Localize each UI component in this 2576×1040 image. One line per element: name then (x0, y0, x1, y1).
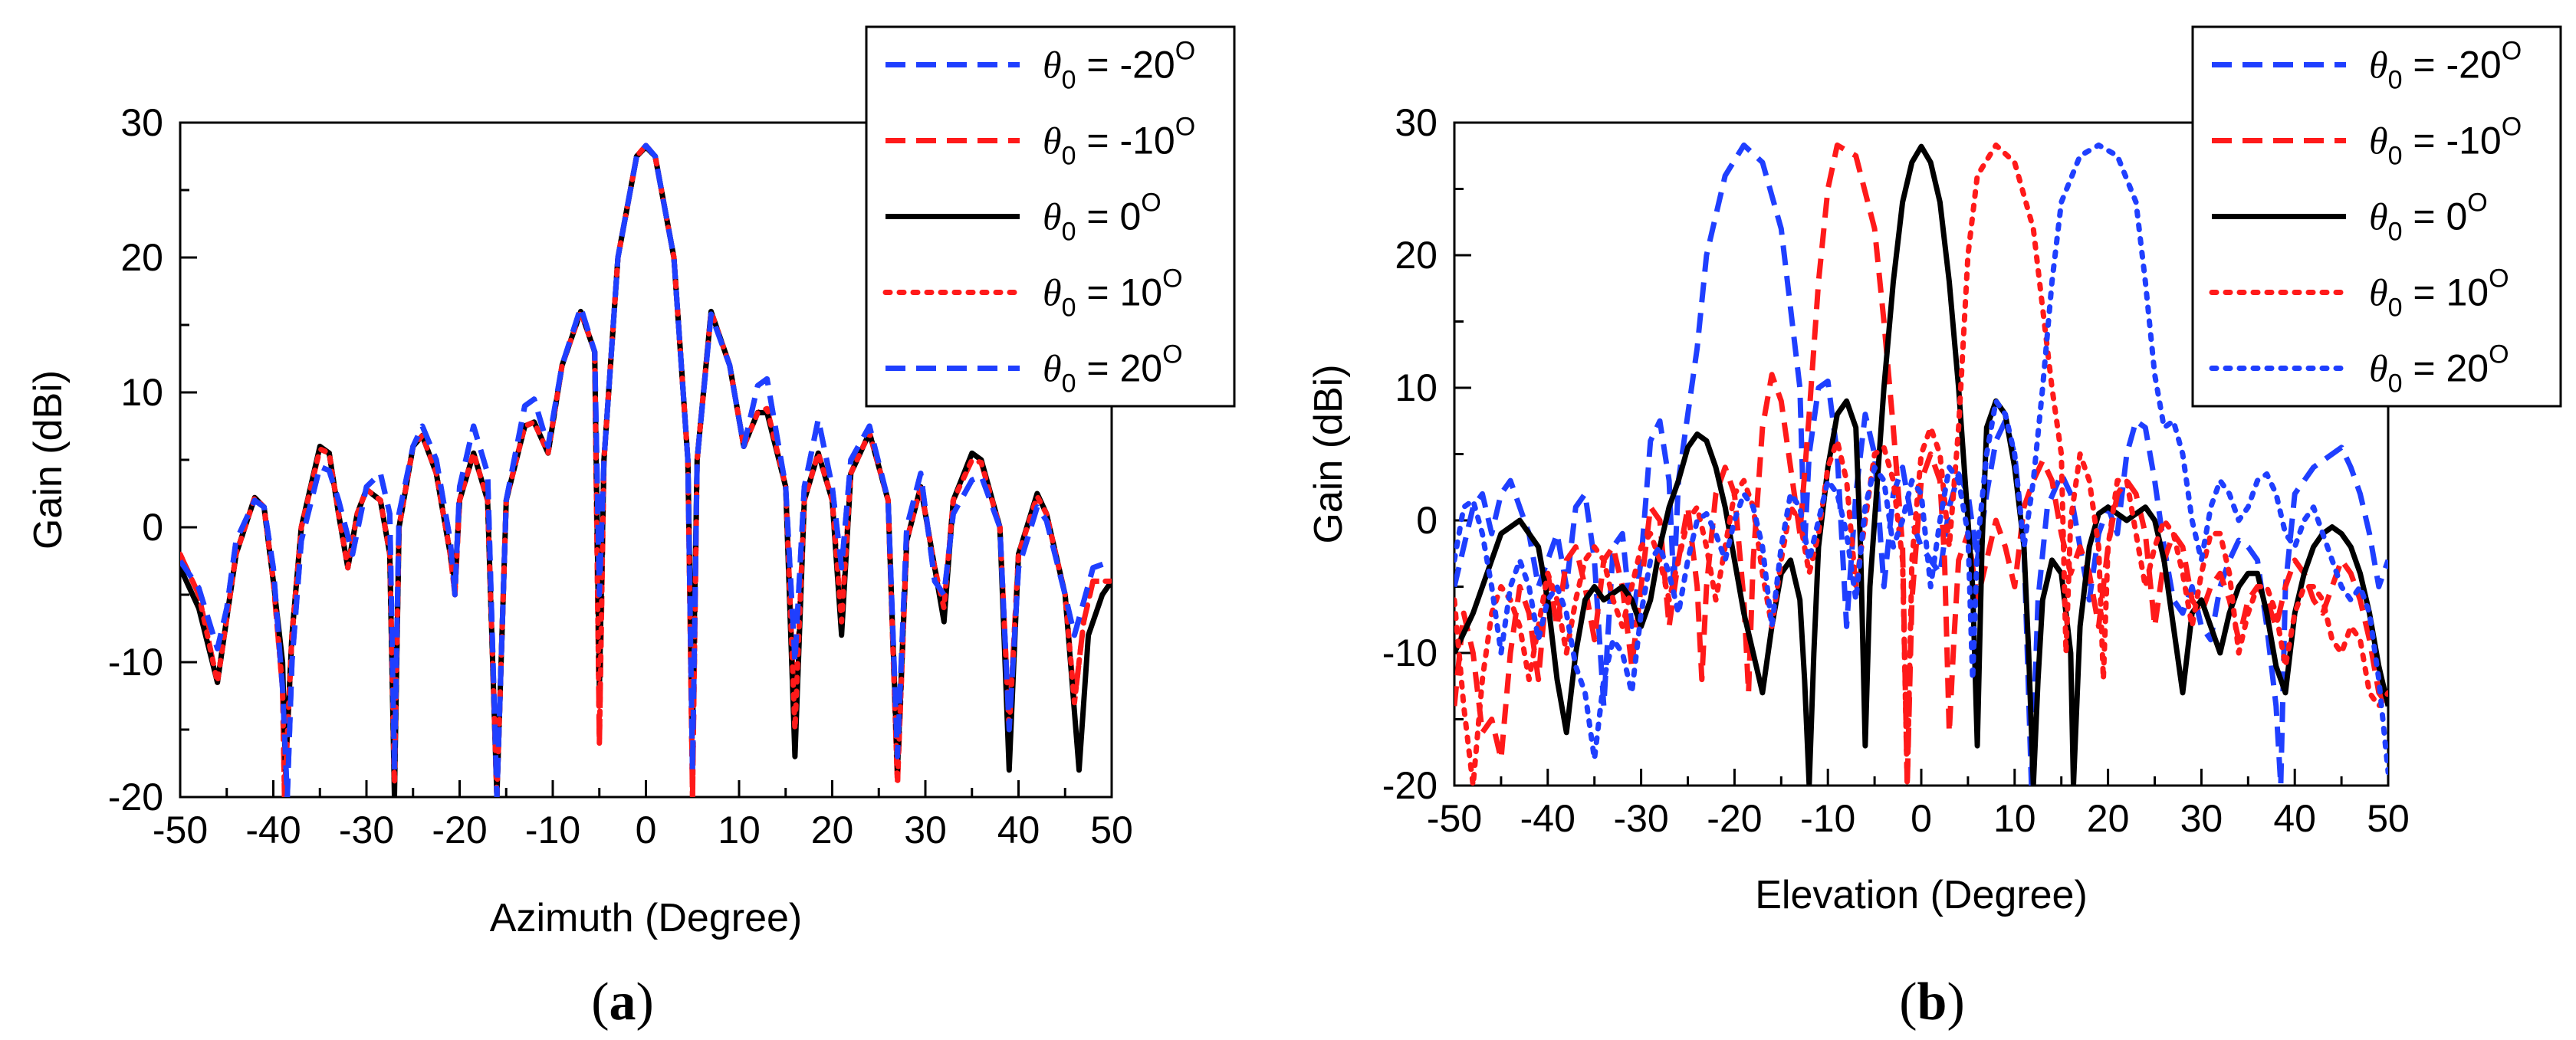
x-tick-label: -20 (432, 809, 487, 851)
legend: θ0 = -20O θ0 = -10O θ0 = 0O θ0 = 10O θ0 = 20… (2191, 25, 2562, 408)
series-line-3 (1454, 142, 2388, 786)
x-tick-label: 40 (2273, 797, 2316, 840)
legend-label-2: θ0 = 0O (1043, 189, 1162, 247)
legend-label-4: θ0 = 20O (2369, 340, 2509, 399)
x-tick-label: 40 (997, 809, 1040, 851)
x-tick-label: 30 (904, 809, 947, 851)
x-tick-label: 20 (2087, 797, 2130, 840)
series-line-4 (1454, 142, 2388, 776)
legend-label-4: θ0 = 20O (1043, 340, 1183, 399)
x-tick-label: 30 (2180, 797, 2223, 840)
y-tick-label: 20 (120, 236, 163, 279)
panel-a-chart: -50 -40 -30 -20 -10 0 10 20 30 40 50 -20 -10 0 10 20 30 A… (26, 25, 1236, 1032)
y-tick-label: -10 (108, 641, 163, 684)
x-tick-label: -50 (1427, 797, 1482, 840)
x-tick-label: -20 (1707, 797, 1762, 840)
y-tick-label: -20 (1382, 764, 1438, 807)
series-line-2 (1454, 143, 2388, 786)
x-axis-title: Elevation (Degree) (1755, 873, 2088, 917)
y-tick-label: 30 (120, 101, 163, 144)
x-tick-label: 50 (2367, 797, 2410, 840)
x-tick-label: -50 (153, 809, 208, 851)
legend-label-3: θ0 = 10O (1043, 264, 1183, 323)
x-tick-label: -30 (1613, 797, 1668, 840)
y-tick-label: -20 (108, 776, 163, 819)
y-tick-label: 10 (120, 371, 163, 414)
panel-caption: (a) (591, 973, 654, 1032)
x-tick-label: 10 (718, 809, 761, 851)
legend-label-3: θ0 = 10O (2369, 264, 2509, 323)
legend-label-0: θ0 = -20O (1043, 37, 1195, 95)
y-tick-label: 10 (1395, 366, 1438, 409)
x-tick-label: -10 (525, 809, 580, 851)
legend-label-0: θ0 = -20O (2369, 37, 2522, 95)
panel-caption: (b) (1899, 973, 1965, 1032)
legend-label-1: θ0 = -10O (1043, 113, 1195, 171)
y-axis-title: Gain (dBi) (1306, 364, 1351, 543)
legend-label-2: θ0 = 0O (2369, 189, 2488, 247)
x-axis-title: Azimuth (Degree) (490, 896, 802, 940)
y-tick-label: -10 (1382, 632, 1438, 674)
y-tick-label: 0 (142, 506, 163, 549)
x-tick-label: -40 (1520, 797, 1576, 840)
y-axis-title: Gain (dBi) (26, 370, 71, 550)
x-tick-label: 0 (1911, 797, 1932, 840)
legend-label-1: θ0 = -10O (2369, 113, 2522, 171)
y-tick-label: 30 (1395, 101, 1438, 144)
y-tick-label: 20 (1395, 234, 1438, 277)
x-tick-label: 20 (811, 809, 854, 851)
series-line-0 (1454, 142, 2388, 786)
panel-b-chart: -50 -40 -30 -20 -10 0 10 20 30 40 50 -20 -10 0 10 20 30 E… (1306, 25, 2562, 1032)
legend: θ0 = -20O θ0 = -10O θ0 = 0O θ0 = 10O θ0 = 20… (865, 25, 1236, 408)
x-tick-label: 50 (1090, 809, 1133, 851)
y-tick-label: 0 (1416, 499, 1438, 542)
x-tick-label: -30 (339, 809, 394, 851)
x-tick-label: 10 (1993, 797, 2036, 840)
x-tick-label: 0 (636, 809, 657, 851)
series-line-4 (180, 143, 1112, 797)
x-tick-label: -10 (1800, 797, 1855, 840)
series-line-1 (1454, 142, 2388, 786)
x-tick-label: -40 (245, 809, 301, 851)
